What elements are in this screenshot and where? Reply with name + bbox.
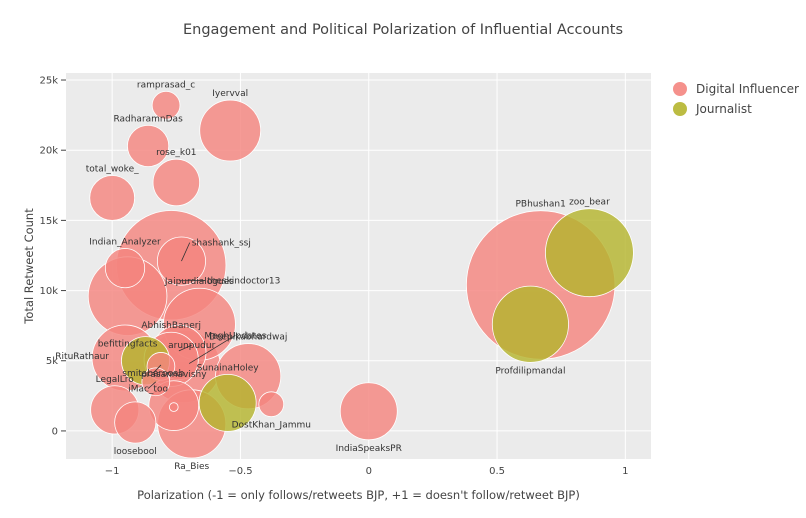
journalist-point — [198, 373, 257, 432]
label-leader-line — [178, 344, 192, 352]
axes: −1 −0.5 0 0.5 1 0 5k 10k 15k 20k 25k — [39, 76, 628, 477]
influencer-point — [339, 382, 398, 441]
influencer-point — [89, 175, 136, 221]
influencer-point — [199, 99, 262, 162]
label-leader-line — [188, 334, 236, 364]
y-tick-label: 5k — [46, 356, 58, 367]
legend-label: Digital Influencer — [696, 82, 799, 96]
journalist-point — [491, 285, 569, 363]
point-label: smitabarooah — [122, 369, 184, 379]
point-label: MeghUpdates — [204, 331, 266, 341]
legend-marker — [673, 82, 687, 96]
point-label: AbhishBanerj — [141, 321, 201, 331]
y-axis-title: Total Retweet Count — [22, 208, 36, 325]
influencer-point — [152, 158, 201, 207]
point-label: RituRathaur — [55, 352, 109, 362]
point-label: theskindoctor13 — [207, 277, 280, 287]
point-label: ramprasad_c — [137, 80, 195, 90]
x-tick-label: −0.5 — [228, 466, 252, 477]
point-label: Indian_Analyzer — [89, 237, 161, 247]
point-label: shashank_ssj — [192, 239, 251, 249]
point-label: iMac_too — [128, 385, 168, 395]
point-label: loosebool — [114, 447, 157, 457]
influencer-point — [258, 391, 285, 418]
label-leader-line — [152, 364, 162, 374]
x-tick-label: −1 — [105, 466, 120, 477]
point-label: PBhushan1 — [515, 200, 565, 210]
point-label: Deepikabhardwaj — [209, 333, 287, 343]
point-label: zoo_bear — [569, 198, 610, 208]
point-label: SunainaHoley — [197, 363, 260, 373]
legend-label: Journalist — [695, 102, 752, 116]
chart-title: Engagement and Political Polarization of… — [182, 22, 624, 38]
point-label: RadharamnDas — [113, 114, 183, 124]
point-label: arunpudur — [168, 341, 215, 351]
point-label: total_woke_ — [86, 164, 139, 174]
point-label: Iyervval — [212, 89, 248, 99]
x-axis-title: Polarization (-1 = only follows/retweets… — [137, 488, 580, 502]
legend[interactable]: Digital Influencer Journalist — [673, 82, 799, 116]
label-leader-line — [147, 381, 157, 389]
influencer-point — [168, 402, 179, 412]
y-tick-label: 25k — [39, 76, 58, 87]
point-label: prasannavishy — [141, 370, 207, 380]
point-labels: ramprasad_c Iyervval RadharamnDas rose_k01t… — [55, 80, 610, 472]
y-tick-label: 0 — [52, 426, 58, 437]
point-label: LegalLro — [96, 375, 135, 385]
point-label: IndiaSpeaksPR — [336, 444, 402, 454]
point-label: DostKhan_Jammu — [232, 421, 311, 431]
point-label: rose_k01 — [156, 148, 196, 158]
legend-marker — [673, 102, 687, 116]
point-label: Profdilipmandal — [495, 366, 565, 376]
y-tick-label: 10k — [39, 286, 58, 297]
x-tick-label: 1 — [622, 466, 628, 477]
y-tick-label: 20k — [39, 146, 58, 157]
point-label: Jaipurdialogues — [164, 277, 234, 287]
influencer-point — [151, 90, 181, 120]
journalist-point — [545, 208, 634, 298]
point-label: befittingfacts — [98, 340, 158, 350]
x-tick-label: 0.5 — [489, 466, 505, 477]
y-tick-label: 15k — [39, 216, 58, 227]
x-tick-label: 0 — [366, 466, 372, 477]
label-leader-line — [181, 242, 191, 262]
influencer-point — [114, 401, 157, 444]
influencer-point — [104, 248, 146, 289]
point-label: Ra_Bies — [174, 462, 209, 472]
data-points — [87, 90, 634, 459]
influencer-point — [127, 124, 170, 168]
